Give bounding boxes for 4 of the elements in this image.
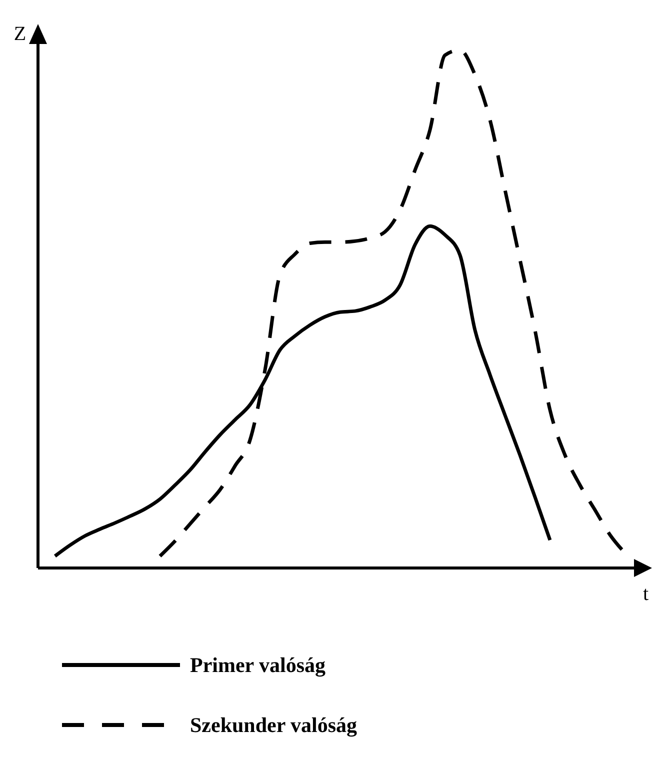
- legend-label: Szekunder valóság: [190, 713, 358, 737]
- legend-label: Primer valóság: [190, 653, 326, 677]
- x-axis-title: t: [643, 583, 649, 605]
- y-axis-title: Z: [14, 23, 26, 45]
